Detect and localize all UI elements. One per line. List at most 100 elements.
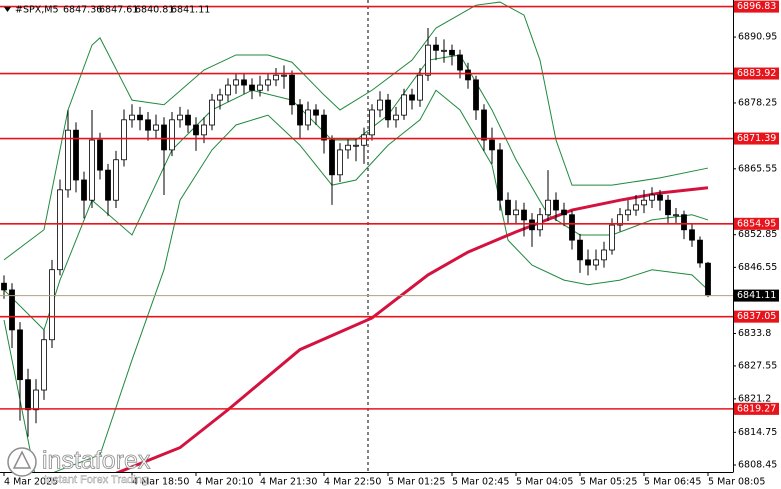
candle-body (393, 114, 399, 121)
logo-icon-mark (12, 450, 32, 469)
x-tick-label: 5 Mar 01:25 (388, 477, 445, 488)
candle-body (49, 269, 55, 341)
candle-body (433, 44, 439, 51)
level-label-box (734, 67, 779, 80)
x-tick-label: 5 Mar 06:45 (644, 477, 701, 488)
logo-brand: instaforex (42, 447, 151, 475)
candle-body (617, 214, 623, 226)
logo-icon (7, 447, 37, 477)
candle-body (25, 379, 31, 411)
candle-body (345, 144, 351, 151)
candle-body (225, 84, 231, 96)
candle-body (321, 114, 327, 141)
candle-body (425, 44, 431, 76)
level-label: 6883.92 (737, 68, 776, 79)
y-tick-label: 6890.95 (738, 32, 777, 43)
close: 6841.11 (171, 5, 210, 16)
candle-body (233, 79, 239, 86)
y-tick-label: 6878.25 (738, 97, 777, 108)
level-label: 6819.27 (737, 403, 776, 414)
candle-body (241, 79, 247, 86)
candle-body (201, 124, 207, 136)
candle-body (457, 54, 463, 71)
candle-body (209, 99, 215, 126)
candle-body (513, 209, 519, 216)
level-label-box (734, 310, 779, 323)
candle-body (537, 214, 543, 231)
candle-body (265, 79, 271, 86)
x-tick-label: 5 Mar 04:05 (516, 477, 573, 488)
candle-body (273, 74, 279, 81)
candle-body (9, 289, 15, 331)
level-label: 6854.95 (737, 218, 776, 229)
candle-body (145, 119, 151, 131)
candle-body (185, 114, 191, 126)
symbol: #SPX,M5 (15, 5, 59, 16)
y-tick-label: 6833.8 (738, 328, 771, 339)
y-tick-label: 6821.2 (738, 393, 771, 404)
candle-body (697, 239, 703, 264)
candle-body (193, 124, 199, 136)
candle-body (73, 129, 79, 181)
x-tick-label: 4 Mar 18:50 (132, 477, 189, 488)
candle-body (105, 169, 111, 201)
y-tick-label: 6846.55 (738, 262, 777, 273)
candle-body (473, 79, 479, 111)
y-tick-label: 6808.45 (738, 459, 777, 470)
candle-body (449, 49, 455, 56)
level-label: 6896.83 (737, 1, 776, 12)
y-tick-label: 6852.85 (738, 229, 777, 240)
candle-body (593, 259, 599, 266)
level-label: 6837.05 (737, 311, 776, 322)
candle-body (417, 74, 423, 101)
moving-average (115, 186, 709, 472)
high: 6847.61 (99, 5, 138, 16)
candle-body (657, 194, 663, 201)
x-tick-label: 5 Mar 05:25 (580, 477, 637, 488)
y-tick-label: 6814.75 (738, 427, 777, 438)
price-label: 6841.11 (737, 290, 776, 301)
x-tick-label: 4 Mar 2025 (4, 477, 58, 488)
y-tick-label: 6865.55 (738, 163, 777, 174)
candle-body (81, 179, 87, 201)
menu-icon[interactable] (4, 7, 11, 12)
candle-body (561, 209, 567, 216)
candle-body (481, 109, 487, 141)
candle-body (377, 99, 383, 111)
candle-body (169, 119, 175, 151)
candle-body (625, 209, 631, 216)
candle-body (329, 139, 335, 176)
candle-body (409, 94, 415, 101)
candle-body (161, 124, 167, 151)
logo-tagline: Instant Forex Trading (44, 474, 148, 486)
candle-body (665, 199, 671, 216)
candle-body (649, 194, 655, 201)
x-tick-label: 4 Mar 20:10 (196, 477, 253, 488)
candle-body (129, 114, 135, 121)
candle-body (257, 84, 263, 91)
candle-body (313, 109, 319, 116)
candle-body (289, 74, 295, 106)
candle-body (609, 224, 615, 251)
level-label-box (734, 132, 779, 145)
candle-body (97, 139, 103, 171)
candle-body (281, 74, 287, 77)
candle-body (641, 199, 647, 206)
level-label-box (734, 402, 779, 415)
candle-body (705, 262, 711, 296)
candle-body (505, 199, 511, 216)
candle-body (521, 209, 527, 221)
candle-body (465, 69, 471, 81)
candle-body (601, 249, 607, 261)
bollinger-band (3, 1, 709, 261)
candle-body (41, 339, 47, 391)
price-label-box (734, 289, 779, 302)
axes: 6890.95 6878.25 6865.55 6852.85 6846.55 6833.… (3, 0, 779, 488)
candle-body (33, 389, 39, 411)
y-tick-label: 6827.55 (738, 360, 777, 371)
candle-body (369, 109, 375, 136)
candle-body (17, 329, 23, 381)
candle-body (137, 114, 143, 121)
candle-body (585, 259, 591, 266)
